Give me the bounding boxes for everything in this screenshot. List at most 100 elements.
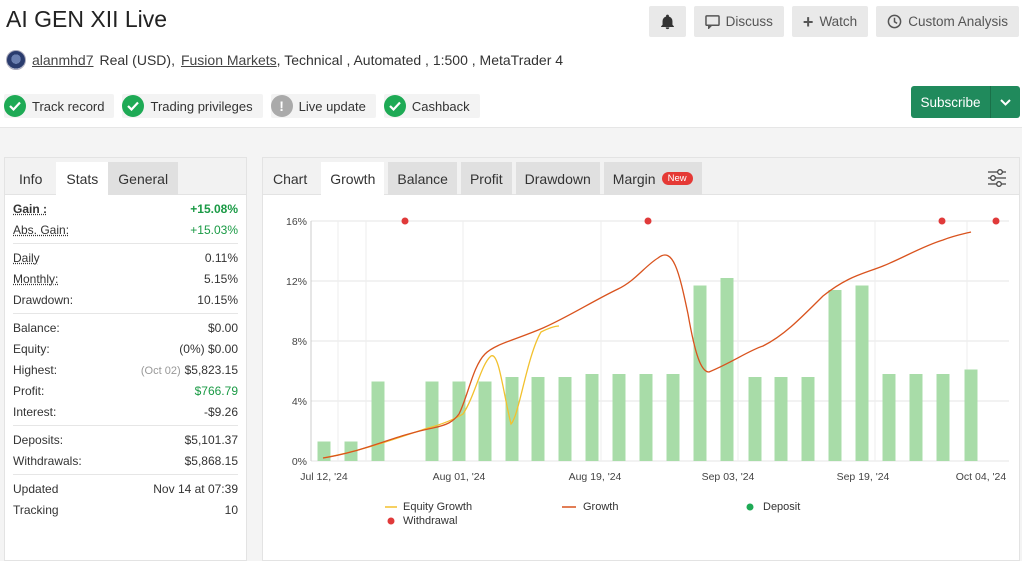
stat-row: Tracking 10 xyxy=(13,499,238,520)
plus-icon: + xyxy=(802,11,814,32)
chart-settings-icon[interactable] xyxy=(987,168,1007,188)
stat-label: Deposits: xyxy=(13,432,64,447)
bar xyxy=(478,381,492,461)
watch-label: Watch xyxy=(819,14,858,29)
withdrawal-marker xyxy=(644,217,652,225)
stat-value: $5,823.15 xyxy=(184,362,238,377)
stat-label[interactable]: Monthly: xyxy=(13,271,59,286)
badge-cashback[interactable]: Cashback xyxy=(383,94,480,118)
exclamation-icon: ! xyxy=(270,95,293,117)
bar xyxy=(452,381,466,461)
custom-analysis-button[interactable]: Custom Analysis xyxy=(876,6,1019,37)
y-tick-label: 16% xyxy=(286,216,307,228)
tab-info[interactable]: Info xyxy=(19,170,43,187)
tab-balance[interactable]: Balance xyxy=(388,162,457,195)
x-tick-label: Aug 01, '24 xyxy=(433,471,486,483)
legend-label: Growth xyxy=(583,501,618,513)
stat-value: 0.11% xyxy=(204,250,238,265)
stat-value: +15.08% xyxy=(190,201,238,216)
bar xyxy=(909,374,923,461)
username-link[interactable]: alanmhd7 xyxy=(32,52,94,68)
subscribe-dropdown[interactable] xyxy=(990,86,1020,118)
badge-trading-privileges[interactable]: Trading privileges xyxy=(122,94,263,118)
bar xyxy=(774,377,788,461)
bar xyxy=(425,381,439,461)
stat-label: Updated xyxy=(13,481,59,496)
bar xyxy=(558,377,572,461)
x-tick-label: Oct 04, '24 xyxy=(956,471,1007,483)
legend-swatch xyxy=(387,517,395,525)
chevron-down-icon xyxy=(1000,98,1011,106)
badge-track-record[interactable]: Track record xyxy=(4,94,115,118)
stat-value: $766.79 xyxy=(194,383,238,398)
badge-label: Track record xyxy=(32,98,105,114)
x-tick-label: Jul 12, '24 xyxy=(300,471,348,483)
discuss-label: Discuss xyxy=(725,14,773,29)
stat-label[interactable]: Abs. Gain: xyxy=(13,222,70,237)
tab-growth[interactable]: Growth xyxy=(321,162,385,195)
y-tick-label: 8% xyxy=(292,336,307,348)
growth-chart: 0% 4% 8% 12% 16% Jul 12, '24 Aug 01, '24 Aug 19… xyxy=(286,216,1009,527)
x-tick-label: Sep 19, '24 xyxy=(837,471,890,483)
stat-row: Monthly: 5.15% xyxy=(13,268,238,289)
stat-row: Equity: (0%) $0.00 xyxy=(13,338,238,359)
tab-drawdown[interactable]: Drawdown xyxy=(515,162,600,195)
stat-label: Interest: xyxy=(13,404,57,419)
header-actions: Discuss + Watch Custom Analysis xyxy=(648,6,1019,37)
tab-general[interactable]: General xyxy=(108,162,179,195)
stat-label: Equity: xyxy=(13,341,50,356)
bar xyxy=(801,377,815,461)
bar xyxy=(936,374,950,461)
bar xyxy=(371,381,385,461)
stat-value: 10.15% xyxy=(197,292,238,307)
tab-stats[interactable]: Stats xyxy=(56,162,109,195)
badge-label: Trading privileges xyxy=(150,98,253,114)
withdrawal-marker xyxy=(992,217,1000,225)
bar xyxy=(828,290,842,461)
account-type: Real (USD), xyxy=(99,52,175,68)
stat-label[interactable]: Daily xyxy=(13,250,40,265)
subscribe-button[interactable]: Subscribe xyxy=(911,86,1020,118)
stat-row: Updated Nov 14 at 07:39 xyxy=(13,478,238,499)
broker-link[interactable]: Fusion Markets xyxy=(180,52,277,68)
tab-margin-label: Margin xyxy=(612,170,656,187)
bar xyxy=(748,377,762,461)
stat-value: 10 xyxy=(224,502,238,517)
withdrawal-marker xyxy=(938,217,946,225)
bar xyxy=(317,441,331,461)
stat-row: Interest: -$9.26 xyxy=(13,401,238,422)
stat-row: Highest: (Oct 02) $5,823.15 xyxy=(13,359,238,380)
stat-row: Abs. Gain: +15.03% xyxy=(13,219,238,240)
stat-value: (0%) $0.00 xyxy=(179,341,238,356)
avatar[interactable] xyxy=(6,50,26,70)
check-icon xyxy=(122,95,145,117)
stat-label: Balance: xyxy=(13,320,60,335)
bar xyxy=(505,377,519,461)
bar xyxy=(639,374,653,461)
tab-profit[interactable]: Profit xyxy=(460,162,512,195)
discuss-button[interactable]: Discuss xyxy=(693,6,784,37)
bar xyxy=(855,285,869,461)
stat-label[interactable]: Gain : xyxy=(13,201,48,216)
page-header: AI GEN XII Live Discuss + Watch Custom A… xyxy=(0,0,1022,128)
legend-label: Withdrawal xyxy=(403,515,457,527)
new-badge: New xyxy=(661,172,693,185)
check-icon xyxy=(383,95,406,117)
watch-button[interactable]: + Watch xyxy=(791,6,869,37)
legend-label: Deposit xyxy=(763,501,800,513)
verification-badges: Track record Trading privileges ! Live u… xyxy=(4,94,480,118)
tab-margin[interactable]: Margin New xyxy=(603,162,702,195)
subscribe-label: Subscribe xyxy=(920,94,981,110)
tab-chart[interactable]: Chart xyxy=(273,170,308,187)
stat-value: $5,868.15 xyxy=(184,453,238,468)
stat-label: Tracking xyxy=(13,502,59,517)
stats-list: Gain : +15.08% Abs. Gain: +15.03% Daily 0.1… xyxy=(5,195,246,523)
custom-analysis-label: Custom Analysis xyxy=(908,14,1008,29)
stat-value: +15.03% xyxy=(190,222,238,237)
bar xyxy=(693,285,707,461)
stat-value: Nov 14 at 07:39 xyxy=(153,481,238,496)
badge-live-update[interactable]: ! Live update xyxy=(270,94,376,118)
stat-label: Withdrawals: xyxy=(13,453,82,468)
notification-button[interactable] xyxy=(648,6,686,37)
bar xyxy=(585,374,599,461)
